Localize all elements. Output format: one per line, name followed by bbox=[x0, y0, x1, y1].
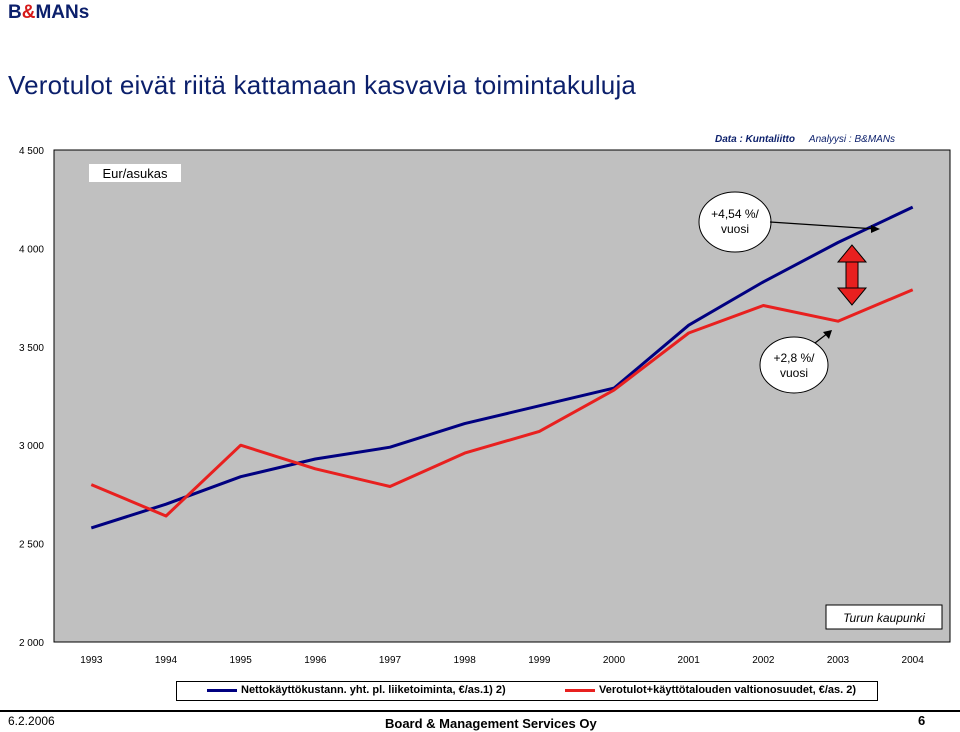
ylabel-box bbox=[89, 164, 181, 182]
city-label: Turun kaupunki bbox=[843, 611, 925, 625]
y-axis-label: Eur/asukas bbox=[102, 166, 168, 181]
y-tick-label: 3 000 bbox=[19, 441, 44, 452]
plot-area bbox=[53, 149, 951, 643]
legend-label-revenue: Verotulot+käyttötalouden valtionosuudet,… bbox=[599, 684, 857, 696]
annotation-bubble-red bbox=[759, 336, 829, 394]
annotation-blue-pointer bbox=[769, 221, 877, 230]
x-tick-label: 2001 bbox=[678, 655, 701, 666]
city-label-box bbox=[825, 604, 943, 630]
legend-swatch-costs bbox=[207, 688, 237, 692]
y-tick-label: 4 500 bbox=[19, 146, 44, 157]
x-tick-label: 1999 bbox=[528, 655, 551, 666]
x-tick-label: 2004 bbox=[902, 655, 925, 666]
gap-double-arrow bbox=[836, 244, 868, 306]
legend-item-revenue: Verotulot+käyttötalouden valtionosuudet,… bbox=[565, 684, 856, 696]
legend-swatch-revenue bbox=[565, 688, 595, 692]
chart-legend: Nettokäyttökustann. yht. pl. liiketoimin… bbox=[176, 681, 878, 701]
x-tick-label: 1995 bbox=[230, 655, 253, 666]
source-label: Data : Kuntaliitto bbox=[715, 134, 795, 145]
x-tick-label: 1996 bbox=[304, 655, 327, 666]
y-tick-label: 2 500 bbox=[19, 540, 44, 551]
y-tick-label: 3 500 bbox=[19, 343, 44, 354]
x-tick-label: 2002 bbox=[752, 655, 775, 666]
legend-label-costs: Nettokäyttökustann. yht. pl. liiketoimin… bbox=[241, 684, 506, 696]
x-tick-label: 1994 bbox=[155, 655, 178, 666]
footer-date: 6.2.2006 bbox=[8, 714, 55, 728]
annotation-blue-arrowhead bbox=[871, 225, 880, 233]
brand-logo: B&MANs bbox=[8, 2, 90, 23]
annotation-red-line1: +2,8 %/ bbox=[773, 351, 815, 365]
x-tick-label: 1993 bbox=[80, 655, 103, 666]
x-tick-label: 1997 bbox=[379, 655, 402, 666]
page-number: 6 bbox=[918, 713, 926, 728]
footer-divider bbox=[0, 710, 960, 712]
series-line-revenue bbox=[90, 288, 914, 518]
series-layer bbox=[90, 205, 914, 530]
x-tick-label: 2003 bbox=[827, 655, 850, 666]
footer-company: Board & Management Services Oy bbox=[385, 716, 597, 731]
slide-title: Verotulot eivät riitä kattamaan kasvavia… bbox=[8, 70, 637, 100]
x-tick-label: 2000 bbox=[603, 655, 626, 666]
y-tick-label: 4 000 bbox=[19, 244, 44, 255]
annotation-blue-line1: +4,54 %/ bbox=[711, 207, 759, 221]
y-axis: 4 500 4 000 3 500 3 000 2 500 2 000 bbox=[19, 146, 44, 649]
annotation-red-arrowhead bbox=[823, 330, 832, 339]
analysis-label: Analyysi : B&MANs bbox=[808, 134, 895, 145]
x-axis: 1993 1994 1995 1996 1997 1998 1999 2000 2001 2002… bbox=[80, 655, 924, 666]
x-tick-label: 1998 bbox=[454, 655, 477, 666]
y-tick-label: 2 000 bbox=[19, 638, 44, 649]
legend-item-costs: Nettokäyttökustann. yht. pl. liiketoimin… bbox=[207, 684, 506, 696]
annotation-red-line2: vuosi bbox=[780, 366, 808, 380]
annotation-blue-line2: vuosi bbox=[721, 222, 749, 236]
series-line-costs bbox=[90, 205, 914, 530]
